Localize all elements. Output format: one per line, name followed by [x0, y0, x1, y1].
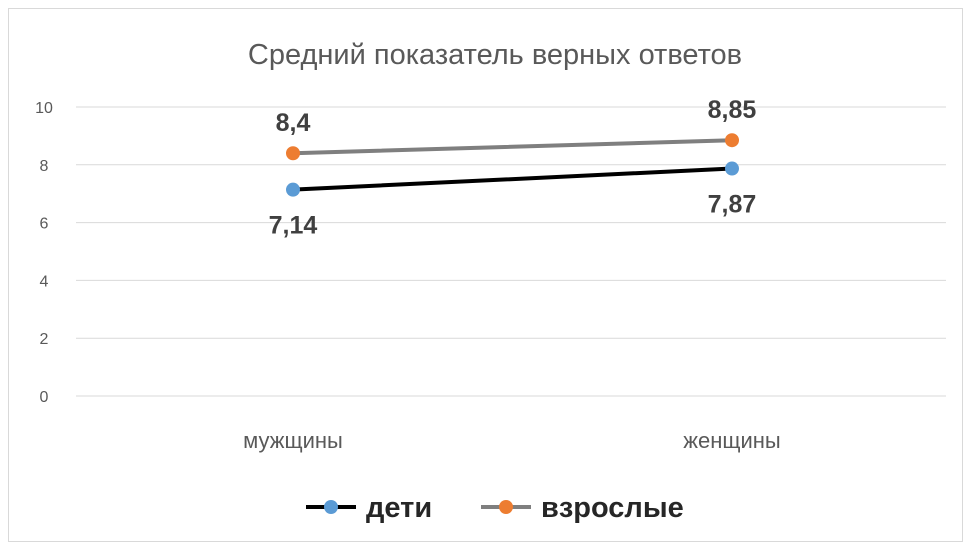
y-tick-label: 6: [40, 216, 49, 233]
data-point: [286, 182, 300, 197]
x-tick-label: мужщины: [243, 428, 343, 453]
series-adults: 8,4 8,85: [276, 96, 757, 161]
legend-marker: [499, 500, 513, 514]
series-line: [291, 138, 734, 156]
x-axis: мужщины женщины: [243, 428, 781, 453]
data-label: 7,14: [269, 212, 318, 240]
data-label: 8,4: [276, 109, 311, 137]
legend: дети взрослые: [306, 492, 684, 524]
data-point: [725, 133, 739, 148]
legend-label: дети: [366, 492, 432, 524]
legend-item: взрослые: [481, 492, 684, 524]
data-point: [286, 146, 300, 161]
data-label: 7,87: [708, 191, 757, 219]
series-line: [291, 166, 734, 192]
legend-marker: [324, 500, 338, 514]
series-group: 7,14 7,87 8,4 8,85: [269, 96, 757, 239]
x-tick-label: женщины: [683, 428, 780, 453]
y-tick-label: 0: [40, 389, 49, 406]
data-label: 8,85: [708, 96, 757, 124]
y-tick-label: 4: [40, 273, 49, 290]
chart-area: [8, 8, 963, 542]
y-tick-label: 2: [40, 331, 49, 348]
chart-title: Средний показатель верных ответов: [248, 39, 742, 71]
y-tick-label: 10: [35, 100, 53, 117]
legend-item: дети: [306, 492, 432, 524]
y-tick-label: 8: [40, 158, 49, 175]
data-point: [725, 161, 739, 176]
series-children: 7,14 7,87: [269, 161, 757, 240]
y-axis: 0 2 4 6 8 10: [35, 100, 53, 406]
legend-label: взрослые: [541, 492, 684, 524]
gridlines: [76, 106, 946, 397]
